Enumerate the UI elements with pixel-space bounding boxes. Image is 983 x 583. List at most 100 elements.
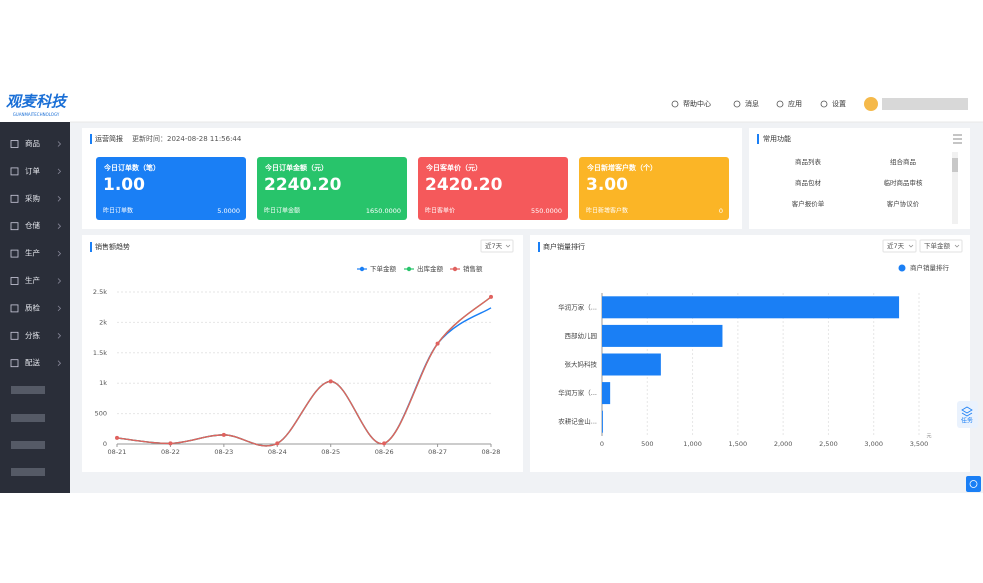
- menu-item[interactable]: 生产: [25, 275, 40, 285]
- card-value: 2420.20: [425, 175, 503, 195]
- x-tick-label: 08-24: [268, 448, 287, 456]
- dropdown-label: 下单金额: [924, 241, 951, 250]
- legend-label[interactable]: 下单金额: [370, 264, 397, 273]
- nav-item[interactable]: 设置: [832, 99, 846, 108]
- shortcut-item[interactable]: 临时商品审核: [884, 178, 924, 187]
- chat-icon: [969, 480, 978, 488]
- x-tick-label: 08-26: [375, 448, 394, 456]
- blurred-menu: [11, 414, 45, 422]
- menu-item[interactable]: 商品: [25, 138, 40, 148]
- menu-item[interactable]: 质检: [25, 302, 40, 312]
- y-tick-label: 农耕记金山...: [558, 417, 597, 426]
- menu-arrow: [57, 333, 62, 339]
- nav-item[interactable]: 帮助中心: [683, 99, 711, 108]
- dropdown[interactable]: [480, 239, 514, 253]
- task-button[interactable]: [957, 401, 978, 428]
- nav-icon: [733, 100, 741, 108]
- menu-icon: [10, 222, 19, 231]
- bar[interactable]: [602, 324, 723, 347]
- logo-sub: GUANMAITECHNOLOGY: [13, 112, 60, 117]
- nav-icon: [671, 100, 679, 108]
- menu-arrow: [57, 196, 62, 202]
- bar[interactable]: [602, 296, 900, 319]
- card-title: 今日订单金额（元）: [264, 163, 328, 172]
- y-tick-label: 华润万家（...: [558, 388, 597, 397]
- card-sub-value: 5.0000: [217, 207, 240, 215]
- blurred-user: [882, 98, 968, 110]
- avatar[interactable]: [864, 97, 878, 111]
- series-line: [116, 296, 492, 447]
- point: [382, 441, 387, 446]
- x-tick-label: 1,000: [683, 440, 702, 448]
- bar[interactable]: [602, 410, 603, 433]
- x-tick-label: 500: [641, 440, 653, 448]
- stat-card[interactable]: [96, 157, 246, 220]
- menu-item[interactable]: 分拣: [25, 330, 40, 340]
- bar[interactable]: [602, 382, 611, 405]
- settings-icon[interactable]: [953, 134, 962, 144]
- y-tick-label: 2.5k: [93, 288, 107, 296]
- nav-icon: [776, 100, 784, 108]
- accent: [90, 134, 92, 144]
- line-panel: [82, 235, 523, 472]
- menu-icon: [10, 331, 19, 340]
- bar[interactable]: [602, 353, 661, 376]
- x-tick-label: 08-23: [214, 448, 233, 456]
- y-tick-label: 张大妈科技: [565, 360, 598, 369]
- x-tick-label: 1,500: [729, 440, 748, 448]
- x-tick-label: 3,000: [864, 440, 883, 448]
- menu-item[interactable]: 采购: [25, 193, 40, 203]
- x-tick-label: 08-21: [108, 448, 127, 456]
- menu-item[interactable]: 生产: [25, 248, 40, 258]
- chart-title: 商户销量排行: [543, 242, 585, 251]
- card-title: 今日新增客户数（个）: [586, 163, 657, 172]
- card-sub-label: 昨日客单价: [425, 207, 455, 215]
- card-sub-label: 昨日订单数: [103, 207, 133, 215]
- shortcut-item[interactable]: 商品列表: [795, 157, 822, 166]
- overview-title: 运营简报: [95, 134, 123, 143]
- dropdown[interactable]: [882, 239, 917, 253]
- nav-item[interactable]: 消息: [745, 99, 759, 108]
- chat-button[interactable]: [966, 476, 981, 492]
- shortcut-item[interactable]: 商品包材: [795, 178, 822, 187]
- card-sub-label: 昨日订单金额: [264, 207, 300, 215]
- menu-item[interactable]: 订单: [25, 165, 40, 175]
- x-tick-label: 08-22: [161, 448, 180, 456]
- legend-label[interactable]: 销售额: [463, 264, 483, 273]
- top-bar: [0, 88, 983, 122]
- y-tick-label: 1.5k: [93, 349, 107, 357]
- point: [489, 294, 493, 299]
- stat-card[interactable]: [579, 157, 729, 220]
- stat-card[interactable]: [257, 157, 407, 220]
- legend-label[interactable]: 出库金额: [417, 264, 444, 273]
- sidebar: [0, 122, 70, 493]
- dropdown[interactable]: [919, 239, 963, 253]
- blurred-menu: [11, 441, 45, 449]
- stat-card[interactable]: [418, 157, 568, 220]
- scroll-thumb[interactable]: [952, 158, 958, 172]
- dropdown-arrow: [505, 244, 511, 248]
- menu-item[interactable]: 配送: [25, 357, 40, 367]
- shortcuts-title: 常用功能: [763, 134, 791, 143]
- point: [221, 432, 226, 437]
- x-tick-label: 08-28: [482, 448, 501, 456]
- nav-item[interactable]: 应用: [788, 99, 802, 108]
- y-tick-label: 华润万家（...: [558, 302, 597, 311]
- blurred-menu: [11, 386, 45, 394]
- logo: 观麦科技: [6, 93, 68, 111]
- shortcut-item[interactable]: 客户报价单: [792, 199, 825, 208]
- accent: [757, 134, 759, 144]
- task-label[interactable]: 任务: [961, 417, 973, 425]
- legend-label[interactable]: 商户销量排行: [910, 263, 950, 272]
- y-tick-label: 2k: [99, 318, 107, 326]
- point: [168, 441, 173, 446]
- scrollbar[interactable]: [952, 152, 958, 224]
- menu-item[interactable]: 仓储: [25, 220, 40, 230]
- shortcut-item[interactable]: 组合商品: [890, 157, 916, 166]
- card-sub-value: 0: [719, 207, 723, 215]
- menu-icon: [10, 277, 19, 285]
- x-tick-label: 08-27: [428, 448, 447, 456]
- dropdown-label: 近7天: [887, 241, 905, 250]
- shortcut-item[interactable]: 客户协议价: [887, 199, 920, 208]
